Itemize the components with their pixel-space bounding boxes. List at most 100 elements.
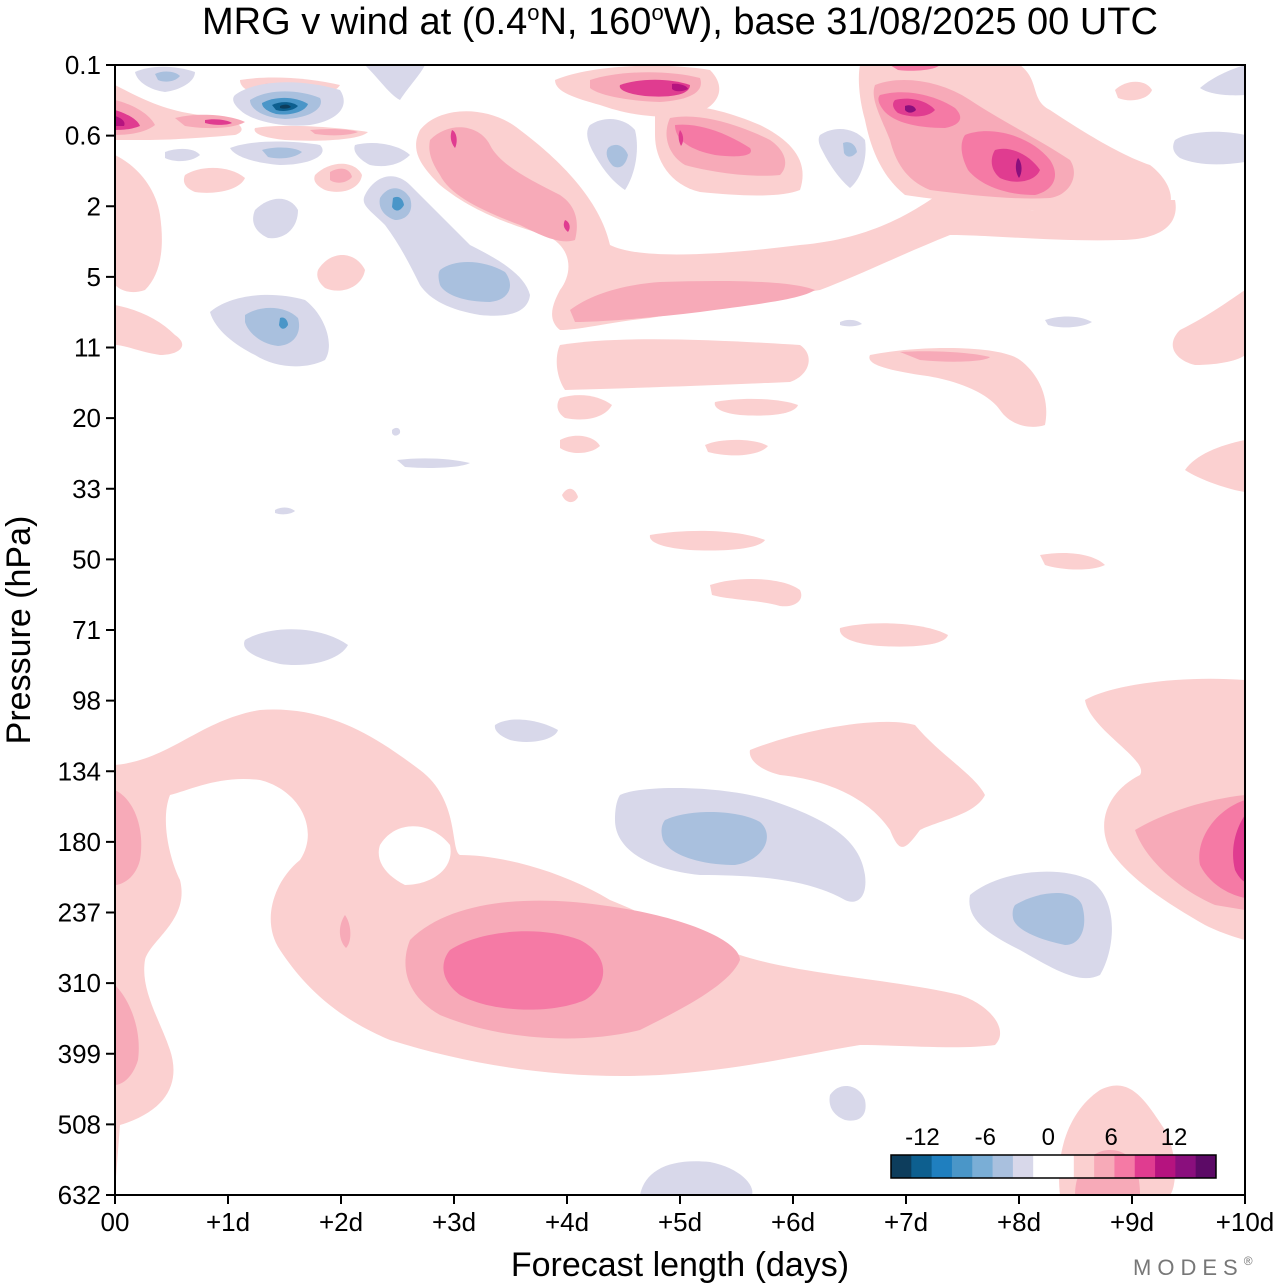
y-tick-label: 98: [72, 686, 101, 716]
contour-neg-small-33: [275, 507, 295, 515]
contour-neg-upper-3b-lvl2: [379, 188, 510, 302]
title-suffix: W), base 31/08/2025 00 UTC: [664, 1, 1158, 43]
title-degree-2: o: [651, 0, 663, 25]
x-tick-label: +1d: [206, 1207, 250, 1237]
contour-neg-small-11: [840, 316, 1092, 328]
colorbar-tick-label: -6: [975, 1124, 996, 1151]
y-tick-label: 71: [72, 615, 101, 645]
contour-pos-right-30: [1185, 440, 1245, 492]
brand-text: MODES: [1133, 1255, 1244, 1280]
contour-pos-lvl1-mid-right: [749, 721, 985, 847]
colorbar-swatch: [1012, 1155, 1034, 1178]
contour-pos-upper-left-peak: [115, 116, 125, 126]
y-tick-label: 399: [58, 1039, 101, 1069]
colorbar: -12 -6 0 6 12: [890, 1124, 1217, 1179]
colorbar-swatch: [1155, 1155, 1176, 1178]
contour-pos-lvl4-right: [1233, 815, 1245, 882]
contour-neg-lvl2-center: [661, 811, 767, 865]
contour-pos-streak-71: [839, 623, 948, 647]
title-mid: N, 160: [539, 1, 651, 43]
contour-pos-upper-mid-b2: [310, 128, 358, 136]
x-tick-label: +8d: [997, 1207, 1041, 1237]
y-tick-label: 237: [58, 898, 101, 928]
contour-neg-lvl2-right: [1012, 892, 1085, 945]
contour-field: [115, 65, 1245, 1195]
chart-title: MRG v wind at (0.4oN, 160oW), base 31/08…: [202, 0, 1158, 43]
contour-pos-upper-left-b: [115, 155, 162, 293]
contour-pos-lvl3-trop: [443, 931, 604, 1010]
colorbar-swatch: [1195, 1155, 1217, 1178]
contour-pos-blob-236: [339, 915, 351, 948]
x-tick-label: +9d: [1110, 1207, 1154, 1237]
contour-pos-lvl1-left-hole: [378, 826, 451, 885]
x-axis: 00 +1d +2d +3d +4d +5d +6d +7d +8d +9d +10d: [101, 1195, 1275, 1237]
contour-neg-lvl1-71: [244, 629, 348, 666]
title-prefix: MRG v wind at (0.4: [202, 1, 527, 43]
contour-pos-lvl3-right: [1199, 800, 1245, 898]
contour-pos-upper-left-lvl3: [115, 110, 232, 130]
y-tick-label: 632: [58, 1180, 101, 1210]
contour-neg-upper-2-lvl2: [262, 147, 302, 159]
contour-neg-top-b: [365, 65, 425, 100]
contour-pos-upper-right-lvl4b: [991, 148, 1040, 182]
y-tick-label: 5: [87, 262, 101, 292]
contour-pos-upper-right-peak-a: [905, 105, 916, 113]
contour-pos-mid-upper-peak: [678, 130, 684, 146]
y-tick-label: 134: [58, 756, 101, 786]
colorbar-swatch: [911, 1155, 933, 1178]
y-axis: 0.1 0.6 2 5 11 20 33 50 71 98 134 180 237 310 399 508 63…: [58, 50, 115, 1210]
colorbar-swatch: [931, 1155, 953, 1178]
colorbar-swatch: [1134, 1155, 1156, 1178]
contour-pos-streak-11: [556, 339, 809, 390]
colorbar-frame: [890, 1154, 1217, 1179]
contour-pos-small-3b: [330, 168, 352, 183]
contour-pos-upper-band: [416, 111, 1176, 330]
y-tick-label: 33: [72, 474, 101, 504]
contour-pos-left-edge: [115, 790, 142, 885]
contour-pos-right-11: [869, 348, 1047, 427]
contour-neg-lvl1-small: [829, 1085, 866, 1121]
contour-pos-right-1: [1115, 81, 1152, 101]
y-tick-label: 2: [87, 191, 101, 221]
contour-pos-streak-25: [560, 435, 768, 456]
contour-neg-top-a2: [155, 71, 180, 82]
colorbar-swatch: [1033, 1155, 1054, 1178]
colorbar-swatch: [1094, 1155, 1115, 1178]
contour-neg-lvl1-100: [494, 719, 558, 742]
colorbar-tick-label: 12: [1161, 1124, 1188, 1151]
contour-pos-streak-20: [557, 395, 612, 420]
colorbar-swatch: [972, 1155, 994, 1178]
contour-pos-upper-left-lvl2: [115, 100, 245, 135]
contour-neg-upper-1-peak: [280, 104, 291, 109]
contour-pos-top-center-peak: [672, 83, 688, 92]
colorbar-tick-label: -12: [905, 1124, 940, 1151]
contour-pos-left-edge-low: [115, 985, 139, 1085]
colorbar-swatch: [891, 1155, 912, 1178]
colorbar-swatch: [1175, 1155, 1197, 1178]
contour-neg-upper-5-lvl2: [843, 142, 857, 157]
colorbar-tick-label: 6: [1104, 1124, 1117, 1151]
brand-mark: ®: [1244, 1254, 1259, 1268]
contour-neg-mid-8-lvl2: [245, 307, 300, 346]
contour-neg-upper-3b-lvl3: [392, 196, 404, 211]
contour-neg-small-1: [165, 148, 200, 162]
y-tick-label: 0.1: [65, 50, 101, 80]
contour-neg-right-2: [1173, 131, 1245, 165]
colorbar-tick-label: 0: [1042, 1124, 1055, 1151]
y-tick-label: 310: [58, 968, 101, 998]
y-tick-label: 180: [58, 827, 101, 857]
contour-pos-streak-60: [710, 578, 802, 607]
contour-neg-upper-4-lvl2: [606, 144, 628, 168]
contour-pos-upper-small-a: [450, 130, 457, 148]
colorbar-swatch: [951, 1155, 973, 1178]
x-tick-label: +10d: [1216, 1207, 1275, 1237]
y-tick-label: 20: [72, 403, 101, 433]
contour-pos-lower-band-lvl2: [570, 280, 815, 322]
contour-pos-right-13: [900, 351, 990, 362]
y-tick-label: 508: [58, 1109, 101, 1139]
x-tick-label: +3d: [432, 1207, 476, 1237]
contour-neg-right-top: [1200, 65, 1245, 96]
contour-pos-upper-band-lvl2: [429, 127, 577, 242]
y-axis-label: Pressure (hPa): [0, 516, 38, 745]
